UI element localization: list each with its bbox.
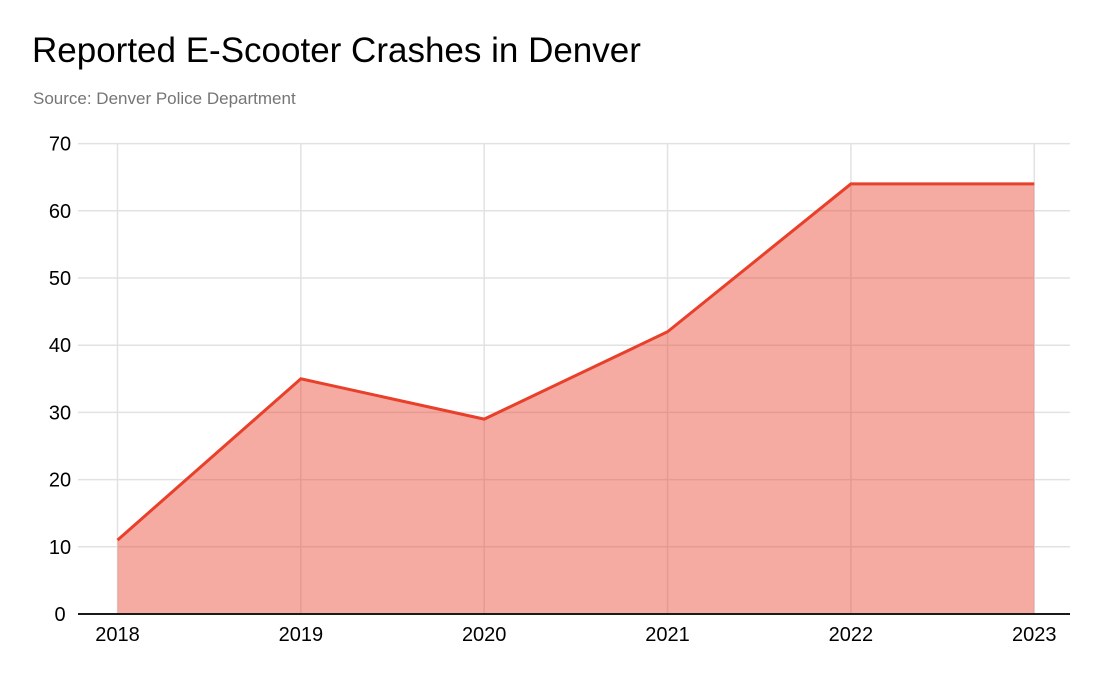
y-axis-label-50: 50 bbox=[49, 268, 71, 290]
y-axis-label-10: 10 bbox=[49, 537, 71, 559]
x-axis-label-2023: 2023 bbox=[1012, 624, 1057, 646]
x-axis-label-2022: 2022 bbox=[829, 624, 874, 646]
y-axis-label-70: 70 bbox=[49, 134, 71, 156]
series-line bbox=[116, 182, 1035, 542]
y-axis-label-30: 30 bbox=[49, 402, 71, 424]
y-axis-label-60: 60 bbox=[49, 201, 71, 223]
area-fill bbox=[117, 183, 1035, 615]
x-axis-label-2020: 2020 bbox=[462, 624, 507, 646]
x-axis-label-2021: 2021 bbox=[645, 624, 690, 646]
y-axis-label-40: 40 bbox=[49, 335, 71, 357]
x-axis-label-2018: 2018 bbox=[95, 624, 140, 646]
chart-title: Reported E-Scooter Crashes in Denver bbox=[32, 31, 641, 70]
chart-source: Source: Denver Police Department bbox=[33, 89, 296, 108]
y-axis-label-0: 0 bbox=[54, 604, 65, 626]
y-axis-label-20: 20 bbox=[49, 470, 71, 492]
x-axis-label-2019: 2019 bbox=[279, 624, 324, 646]
